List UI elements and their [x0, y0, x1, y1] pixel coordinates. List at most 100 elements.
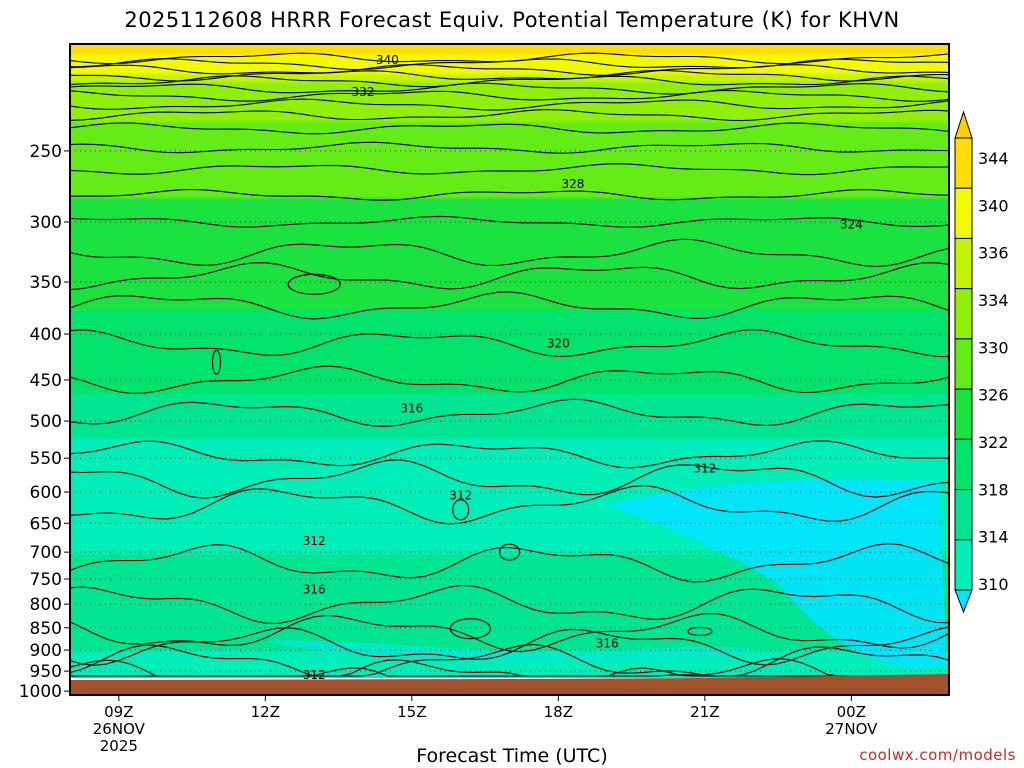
colorbar-label: 336 [978, 244, 1009, 263]
colorbar-box [954, 489, 973, 541]
colorbar-label: 322 [978, 433, 1009, 452]
y-tick-label: 600 [30, 483, 62, 503]
contour-label: 324 [840, 218, 863, 232]
y-tick-label: 350 [30, 273, 62, 293]
contour-line [69, 329, 950, 358]
colorbar-box [954, 338, 973, 390]
contour-label: 316 [303, 582, 326, 596]
colorbar-top-arrow [954, 110, 973, 139]
contour-line [69, 613, 950, 653]
x-tick-label: 26NOV [93, 720, 146, 738]
y-tick-label: 1000 [19, 682, 62, 702]
contour-line [69, 238, 950, 268]
x-tick-label: 27NOV [825, 720, 878, 738]
contour-line [69, 459, 950, 499]
closed-contour [211, 349, 222, 375]
colorbar-box [954, 187, 973, 239]
colorbar-box [954, 237, 973, 290]
plot-frame [69, 43, 950, 696]
colorbar-label: 314 [978, 528, 1009, 547]
contour-lines [69, 52, 950, 677]
contour-labels: 340 332 328 324 320 316 312 312 312 316 316 312 [303, 53, 863, 682]
low-level-trough [265, 640, 754, 662]
colorbar-box [954, 438, 973, 491]
colorbar: 344 340 336 334 330 326 322 318 314 310 [954, 110, 1009, 614]
y-tick-label: 250 [30, 142, 62, 162]
contour-line [69, 141, 949, 154]
contour-label: 340 [376, 53, 399, 67]
x-tick-label: 21Z [690, 703, 719, 721]
colorbar-label: 334 [978, 291, 1009, 310]
contour-label: 316 [596, 637, 619, 651]
contour-label: 312 [303, 534, 326, 548]
x-axis-title: Forecast Time (UTC) [416, 745, 608, 767]
y-tick-label: 500 [30, 412, 62, 432]
colorbar-label: 318 [978, 480, 1009, 499]
y-tick-label: 550 [30, 449, 62, 469]
contour-label: 312 [449, 488, 472, 502]
colorbar-label: 344 [978, 149, 1009, 168]
contour-line [69, 89, 950, 102]
colorbar-box [954, 137, 973, 189]
contour-label: 312 [303, 668, 326, 682]
y-tick-label: 300 [30, 213, 62, 233]
x-tick-label: 12Z [251, 703, 280, 721]
colorbar-label: 330 [978, 338, 1009, 357]
closed-contour [287, 273, 341, 295]
contour-line [69, 64, 950, 76]
closed-contour [498, 543, 521, 561]
colorbar-box [954, 388, 973, 440]
contour-line [69, 365, 950, 394]
contour-line [69, 626, 950, 666]
contour-label: 316 [400, 401, 423, 415]
contour-line [69, 485, 950, 525]
y-tick-label: 850 [30, 619, 62, 639]
contour-line [69, 643, 950, 677]
contour-line [69, 109, 950, 122]
chart-title: 2025112608 HRRR Forecast Equiv. Potentia… [124, 8, 900, 32]
y-tick-label: 400 [30, 325, 62, 345]
contour-line [69, 75, 950, 88]
colorbar-box [954, 288, 973, 340]
x-tick-label: 00Z [837, 703, 866, 721]
colorbar-bottom-arrow [954, 589, 973, 614]
closed-contour [452, 499, 470, 521]
closed-contour [687, 626, 713, 636]
x-tick-label: 09Z [104, 703, 133, 721]
closed-contour [449, 618, 491, 640]
colorbar-label: 326 [978, 386, 1009, 405]
colorbar-box [954, 539, 973, 591]
contour-line [69, 215, 950, 228]
colorbar-label: 310 [978, 575, 1009, 594]
x-tick-label: 18Z [544, 703, 573, 721]
x-tick-label: 2025 [100, 737, 138, 755]
ground-fill [70, 674, 949, 695]
contour-line [69, 58, 950, 71]
contour-label: 328 [562, 177, 585, 191]
y-tick-label: 950 [30, 662, 62, 682]
contour-line [69, 584, 950, 625]
contour-label: 320 [547, 337, 570, 351]
contour-line [69, 398, 950, 427]
y-tick-label: 800 [30, 595, 62, 615]
contour-line [69, 262, 950, 291]
contour-line [70, 188, 950, 201]
contour-label: 332 [352, 85, 375, 99]
source-credit: coolwx.com/models [859, 746, 1016, 764]
axes: 2503003504004505005506006507007508008509… [19, 43, 950, 755]
contour-label: 312 [693, 462, 716, 476]
y-tick-label: 450 [30, 371, 62, 391]
contour-line [69, 163, 950, 176]
y-tick-label: 900 [30, 641, 62, 661]
theta-e-field [70, 44, 949, 694]
ground-surface [70, 674, 949, 695]
y-tick-label: 650 [30, 514, 62, 534]
contour-line [69, 122, 950, 135]
contour-line [70, 667, 949, 677]
contour-line [69, 440, 950, 469]
colorbar-label: 340 [978, 196, 1009, 215]
contour-line [69, 69, 949, 82]
contour-line [69, 543, 950, 583]
contour-line [69, 98, 950, 111]
